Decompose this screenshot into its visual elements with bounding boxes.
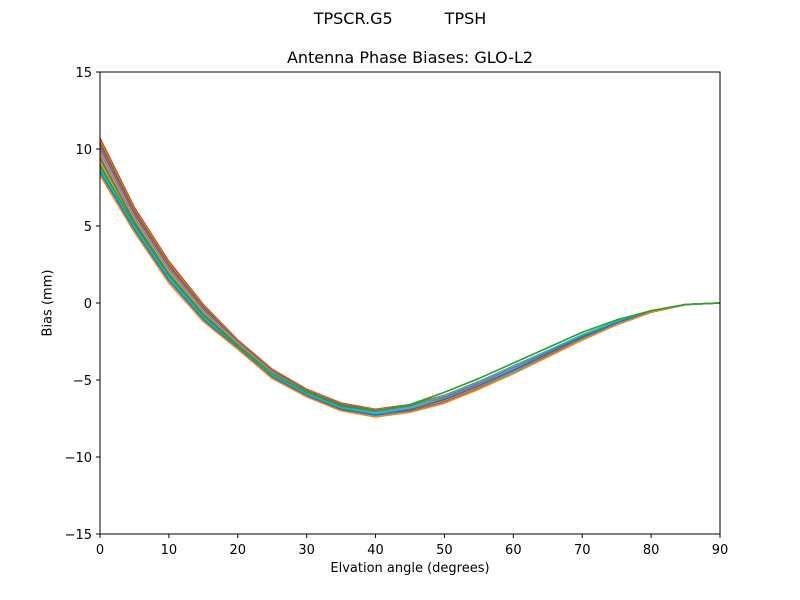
bias-curve xyxy=(99,168,721,414)
x-tick-label: 40 xyxy=(367,543,384,558)
x-axis-ticks: 0 10 20 30 40 50 60 70 80 90 xyxy=(96,534,728,558)
bias-curve xyxy=(99,152,721,414)
x-tick-label: 50 xyxy=(436,543,453,558)
x-tick-label: 90 xyxy=(712,543,729,558)
bias-curve xyxy=(99,156,721,415)
x-tick-label: 60 xyxy=(505,543,522,558)
bias-curve xyxy=(99,165,721,412)
y-axis-ticks: −15 −10 −5 0 5 10 15 xyxy=(65,66,100,543)
bias-curve xyxy=(99,150,721,414)
antenna-type-label: TPSCR.G5 xyxy=(313,9,393,28)
bias-curve xyxy=(99,141,721,412)
y-axis-label: Bias (mm) xyxy=(40,269,56,337)
bias-curve xyxy=(99,164,721,417)
bias-curve xyxy=(99,171,721,416)
y-tick-label: −5 xyxy=(73,374,92,389)
bias-curve xyxy=(99,148,721,413)
bias-curve xyxy=(99,154,721,415)
chart-title: Antenna Phase Biases: GLO-L2 xyxy=(286,48,534,67)
y-tick-label: 0 xyxy=(84,297,92,312)
y-tick-label: 10 xyxy=(75,143,92,158)
x-tick-label: 0 xyxy=(96,543,104,558)
bias-curve xyxy=(99,162,721,417)
y-tick-label: −15 xyxy=(65,528,92,543)
bias-curve xyxy=(99,166,721,414)
bias-curve xyxy=(99,160,721,416)
x-tick-label: 80 xyxy=(643,543,660,558)
x-tick-label: 10 xyxy=(161,543,178,558)
y-tick-label: 5 xyxy=(84,220,92,235)
radome-label: TPSH xyxy=(444,9,487,28)
bias-curve xyxy=(99,144,721,412)
x-tick-label: 20 xyxy=(230,543,247,558)
figure-suptitle: TPSCR.G5 TPSH xyxy=(0,9,800,28)
x-axis-label: Elvation angle (degrees) xyxy=(330,561,490,576)
bias-curve xyxy=(99,158,721,416)
bias-curve xyxy=(99,174,721,418)
bias-curve xyxy=(99,165,721,412)
x-tick-label: 30 xyxy=(298,543,315,558)
bias-curve xyxy=(99,139,721,411)
x-tick-label: 70 xyxy=(574,543,591,558)
data-lines xyxy=(99,137,721,418)
bias-curve xyxy=(99,137,721,411)
y-tick-label: 15 xyxy=(75,66,92,81)
y-tick-label: −10 xyxy=(65,451,92,466)
bias-curve xyxy=(99,146,721,413)
